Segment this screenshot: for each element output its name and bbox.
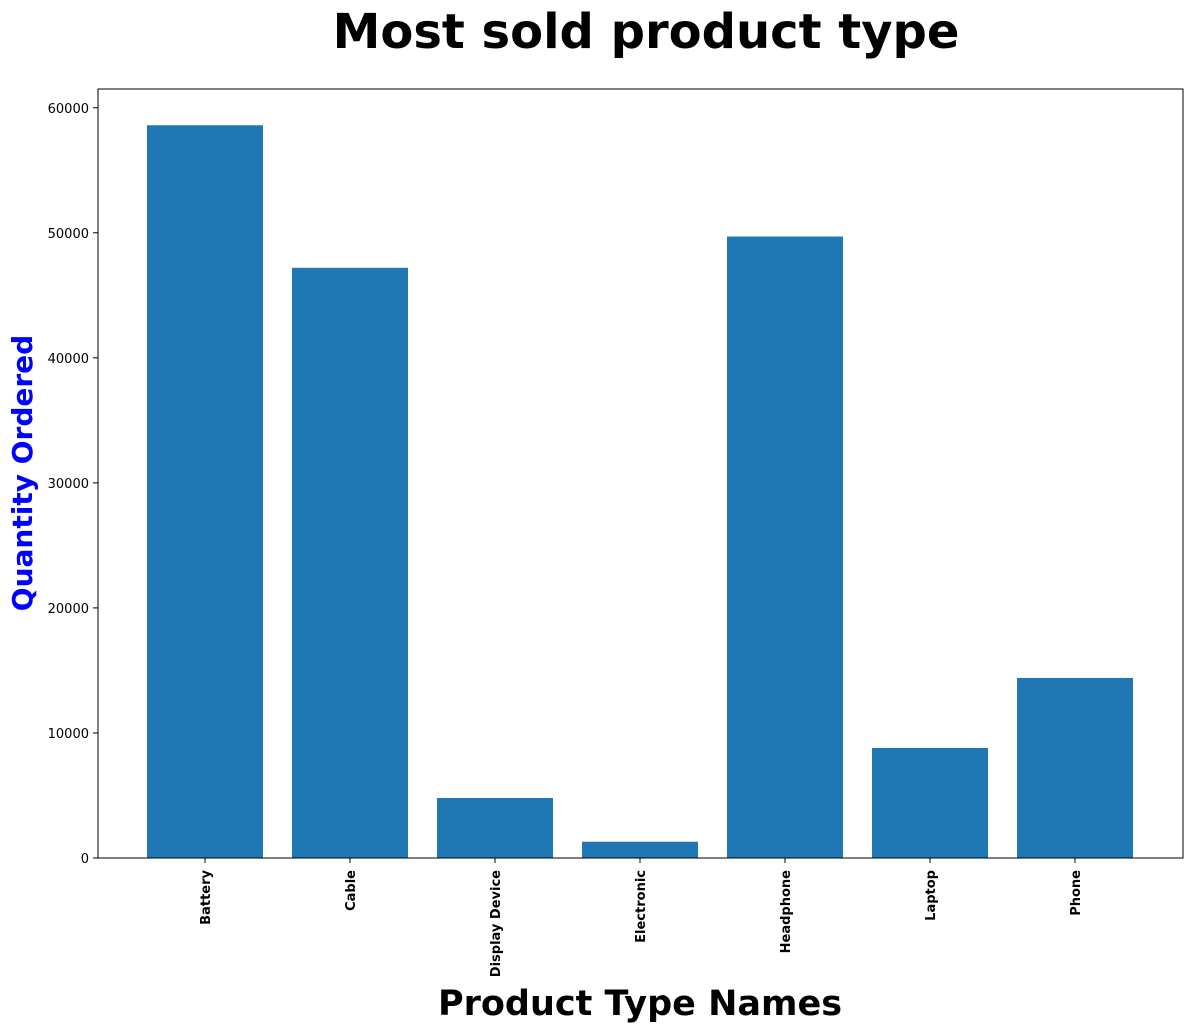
bar-battery xyxy=(147,125,263,859)
bar-electronic xyxy=(582,841,698,858)
bar-cable xyxy=(292,267,408,859)
chart-title: Most sold product type xyxy=(333,4,960,60)
x-tick-label: Laptop xyxy=(924,870,939,921)
x-tick-label: Electronic xyxy=(634,870,649,943)
x-tick-label: Headphone xyxy=(779,870,794,954)
y-tick-label: 40000 xyxy=(48,352,89,367)
bar-headphone xyxy=(727,236,843,858)
x-axis: Battery Cable Display Device Electronic Head… xyxy=(199,858,1084,977)
plot-frame xyxy=(97,88,1184,859)
x-tick-label: Cable xyxy=(344,870,359,911)
y-tick-label: 50000 xyxy=(48,227,89,242)
y-tick-label: 10000 xyxy=(48,727,89,742)
x-tick-label: Display Device xyxy=(489,870,504,977)
bar-display-device xyxy=(437,797,553,858)
bar-laptop xyxy=(872,747,988,858)
y-tick-label: 60000 xyxy=(48,102,89,117)
x-axis-title: Product Type Names xyxy=(438,984,842,1024)
y-tick-label: 0 xyxy=(81,852,89,867)
y-tick-label: 20000 xyxy=(48,602,89,617)
y-axis: 0 10000 20000 30000 40000 50000 60000 xyxy=(48,102,98,867)
bar-phone xyxy=(1017,677,1133,858)
plot-area xyxy=(147,125,1133,859)
y-tick-label: 30000 xyxy=(48,477,89,492)
x-tick-label: Battery xyxy=(199,869,214,924)
y-axis-title: Quantity Ordered xyxy=(6,335,39,611)
x-tick-label: Phone xyxy=(1069,870,1084,916)
